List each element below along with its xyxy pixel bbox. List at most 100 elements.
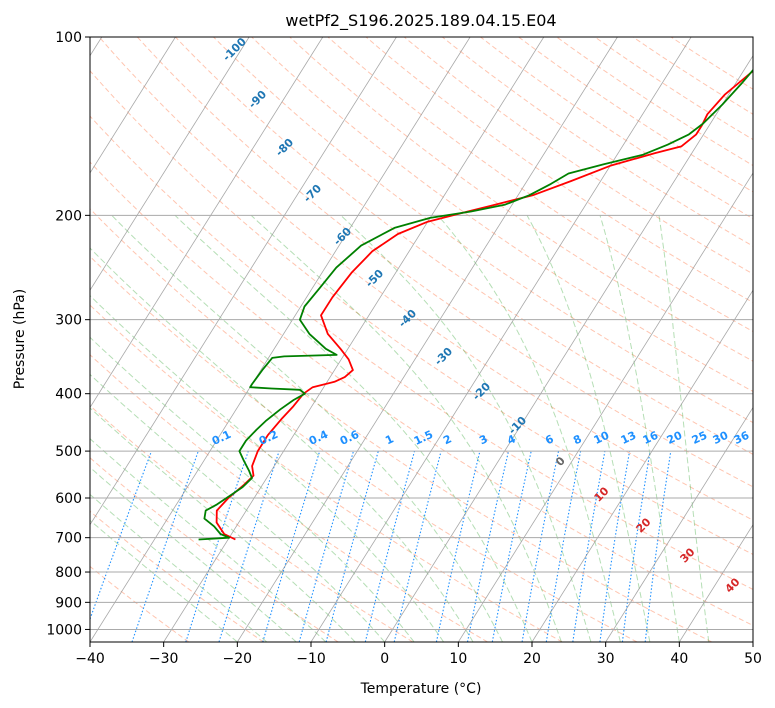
moist-adiabat-line xyxy=(90,519,238,642)
moist-adiabat-line xyxy=(340,214,592,642)
dry-adiabat-line xyxy=(90,457,339,642)
moist-adiabat-line xyxy=(90,373,386,642)
mixing-ratio-line xyxy=(621,451,651,642)
dry-adiabat-line xyxy=(327,37,753,333)
x-axis-label: Temperature (°C) xyxy=(360,681,482,697)
isotherm-line xyxy=(90,37,397,526)
dry-adiabat-line xyxy=(251,37,753,393)
y-axis: 100 200 300 400 500 600 700 800 900 1000 xyxy=(46,30,90,638)
dry-adiabat-line xyxy=(90,208,712,642)
moist-adiabat-line xyxy=(437,214,621,642)
moist-adiabat-line xyxy=(90,336,415,642)
moist-adiabat-line xyxy=(174,214,533,642)
mixing-ratio-label: 16 xyxy=(641,429,661,447)
moist-adiabats xyxy=(90,214,710,642)
mixing-ratio-line xyxy=(521,450,560,642)
x-tick-label: 20 xyxy=(523,651,541,667)
isotherm-line xyxy=(678,524,753,642)
y-tick-label: 300 xyxy=(55,313,82,329)
moist-adiabat-line xyxy=(250,214,562,642)
dry-adiabat-line xyxy=(90,161,753,627)
moist-adiabat-line xyxy=(599,215,680,642)
x-tick-label: −20 xyxy=(223,651,253,667)
x-tick-label: 10 xyxy=(449,651,467,667)
sounding-series-line xyxy=(198,68,753,541)
mixing-ratio-label: 36 xyxy=(732,429,752,447)
y-tick-label: 500 xyxy=(55,444,82,460)
mixing-ratio-label: 30 xyxy=(711,429,731,447)
mixing-ratio-line xyxy=(131,450,199,642)
y-axis-label: Pressure (hPa) xyxy=(12,289,28,389)
moist-adiabat-line xyxy=(90,247,474,642)
dry-adiabat-line xyxy=(98,37,753,521)
mixing-ratio-label: 25 xyxy=(690,429,709,447)
x-tick-label: 40 xyxy=(670,651,688,667)
sounding-series-line xyxy=(215,69,753,541)
sounding-series xyxy=(198,68,753,541)
chart-title: wetPf2_S196.2025.189.04.15.E04 xyxy=(285,11,556,31)
isotherm-line xyxy=(163,37,545,642)
y-tick-label: 1000 xyxy=(46,622,82,638)
x-tick-label: −10 xyxy=(296,651,326,667)
dry-adiabat-line xyxy=(518,37,753,193)
mixing-ratio-line xyxy=(298,450,355,642)
y-tick-label: 800 xyxy=(55,565,82,581)
dry-adiabats xyxy=(90,37,753,642)
pressure-gridlines xyxy=(90,37,753,630)
x-axis: −40 −30 −20 −10 0 10 20 30 40 50 xyxy=(75,642,762,667)
mixing-ratio-line xyxy=(185,450,249,642)
isotherm-line xyxy=(90,37,176,174)
isotherm-line xyxy=(236,37,618,642)
mixing-ratio-line xyxy=(90,450,153,621)
moist-adiabat-line xyxy=(90,493,268,642)
isotherm-line xyxy=(531,289,753,642)
dry-adiabat-line xyxy=(90,255,638,642)
isotherm-line xyxy=(605,406,753,642)
x-tick-label: 0 xyxy=(380,651,389,667)
mixing-ratio-line xyxy=(644,451,672,642)
isotherm-line xyxy=(384,55,753,642)
isotherm-line xyxy=(310,37,692,642)
x-tick-label: −30 xyxy=(149,651,179,667)
mixing-ratio-label: 13 xyxy=(619,429,638,447)
x-tick-label: 50 xyxy=(744,651,762,667)
dry-adiabat-line xyxy=(90,115,753,591)
mixing-ratio-line xyxy=(218,450,280,642)
mixing-ratio-line xyxy=(262,450,321,642)
mixing-ratio-line xyxy=(545,450,582,642)
mixing-ratio-line xyxy=(599,451,631,642)
dry-adiabat-line xyxy=(213,37,753,424)
moist-adiabat-line xyxy=(90,294,445,642)
plot-area: -100-90-80-70-60-50-40-30-20-100.1 0.2 0.4… xyxy=(90,37,753,642)
y-tick-label: 400 xyxy=(55,387,82,403)
x-tick-label: −40 xyxy=(75,651,105,667)
dry-adiabat-line xyxy=(90,510,264,642)
dry-adiabat-line xyxy=(556,37,753,167)
moist-adiabat-line xyxy=(658,215,710,642)
moist-adiabat-line xyxy=(90,438,327,642)
isotherm-line xyxy=(90,37,471,642)
y-tick-label: 900 xyxy=(55,595,82,611)
dry-adiabat-line xyxy=(175,37,753,455)
dry-adiabat-line xyxy=(90,304,563,642)
x-tick-label: 30 xyxy=(597,651,615,667)
moist-adiabat-line xyxy=(111,214,503,642)
dry-adiabat-line xyxy=(403,37,753,275)
moist-adiabat-line xyxy=(526,215,651,642)
isotherm-line xyxy=(90,37,324,409)
y-tick-label: 100 xyxy=(55,30,82,46)
y-tick-label: 700 xyxy=(55,531,82,547)
moist-adiabat-line xyxy=(90,466,297,642)
dry-adiabat-line xyxy=(90,70,753,555)
mixing-ratio-line xyxy=(491,450,532,642)
y-tick-label: 600 xyxy=(55,491,82,507)
y-tick-label: 200 xyxy=(55,208,82,224)
plot-frame xyxy=(89,36,754,643)
isotherm-line xyxy=(457,172,753,642)
mixing-ratio-line xyxy=(466,450,510,642)
isotherm-line xyxy=(90,37,250,292)
moist-adiabat-line xyxy=(90,407,356,642)
isotherms xyxy=(90,37,753,642)
